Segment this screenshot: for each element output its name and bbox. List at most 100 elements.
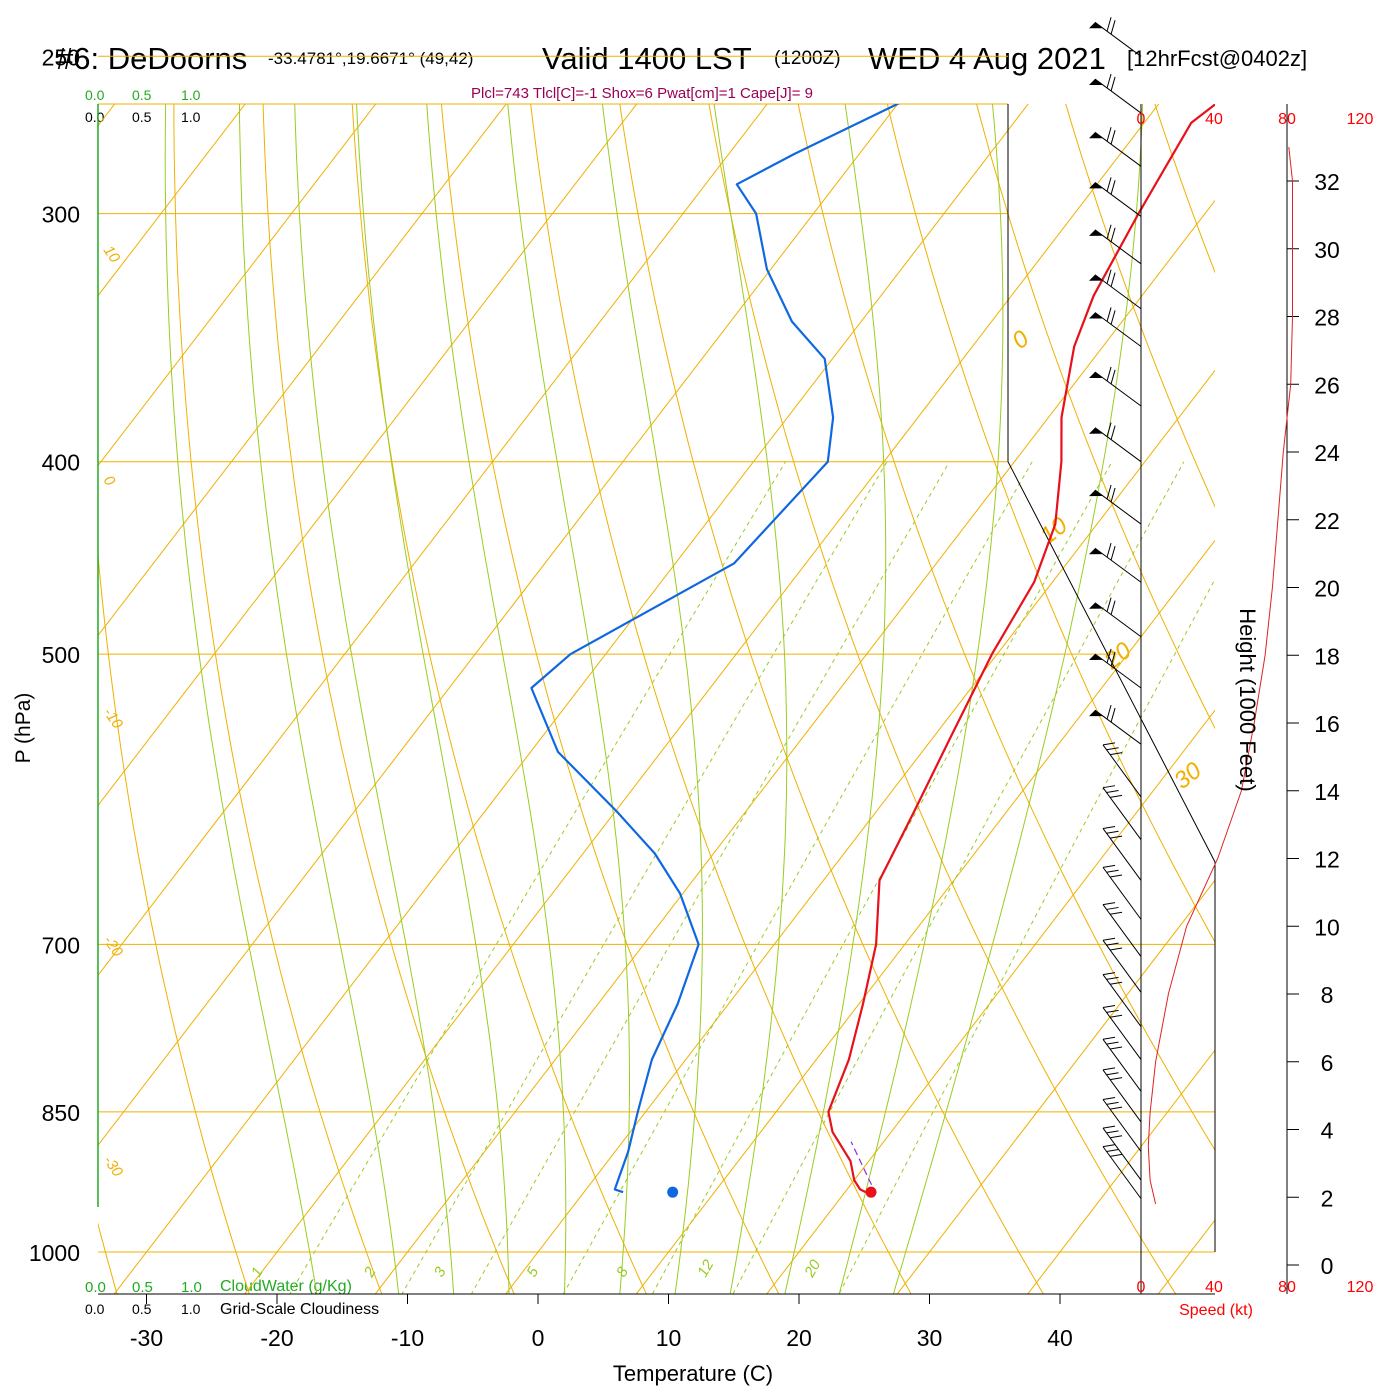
barb-staff bbox=[1102, 744, 1142, 798]
cloudiness-tick: 1.0 bbox=[181, 1301, 201, 1317]
barb-feather bbox=[1106, 177, 1112, 192]
barb-feather bbox=[1110, 272, 1116, 287]
barb-feather bbox=[1106, 976, 1119, 980]
y-axis-title: P (hPa) bbox=[12, 693, 35, 764]
barb-feather bbox=[1109, 874, 1123, 878]
dewpoint-line bbox=[530, 104, 900, 1194]
mixing-ratio-label: 3 bbox=[431, 1264, 450, 1280]
cloud-water-tick: 1.0 bbox=[181, 87, 201, 103]
isotherm-line bbox=[98, 104, 377, 467]
barb-feather bbox=[1109, 911, 1123, 915]
stability-indices: Plcl=743 Tlcl[C]=-1 Shox=6 Pwat[cm]=1 Ca… bbox=[471, 85, 813, 102]
barb-feather bbox=[1106, 1041, 1119, 1045]
barb-feather bbox=[1109, 794, 1123, 798]
wind-barb bbox=[1102, 1067, 1142, 1123]
temperature-tick-label: 30 bbox=[917, 1325, 943, 1351]
barb-staff bbox=[1102, 1069, 1142, 1123]
isotherm-line bbox=[113, 104, 1029, 1294]
mixing-ratio-label: 20 bbox=[801, 1256, 825, 1280]
barb-pennant bbox=[1089, 182, 1104, 189]
wind-barb bbox=[1102, 864, 1142, 920]
barb-feather bbox=[1102, 742, 1116, 746]
height-tick-label: 28 bbox=[1314, 305, 1340, 331]
barb-feather bbox=[1110, 707, 1116, 723]
temperature-tick-label: 0 bbox=[532, 1325, 545, 1351]
barb-feather bbox=[1109, 1153, 1123, 1157]
moist-adiabat-line bbox=[294, 104, 455, 1294]
barb-feather bbox=[1102, 1125, 1116, 1129]
barb-pennant bbox=[1089, 22, 1104, 29]
height-tick-label: 0 bbox=[1321, 1253, 1334, 1279]
height-tick-label: 10 bbox=[1314, 914, 1340, 940]
pressure-tick-label: 300 bbox=[42, 202, 80, 228]
barb-pennant bbox=[1089, 602, 1104, 609]
barb-feather bbox=[1110, 600, 1116, 615]
barb-feather bbox=[1106, 747, 1119, 751]
barb-feather bbox=[1110, 310, 1116, 325]
height-tick-label: 4 bbox=[1321, 1118, 1334, 1144]
barb-feather bbox=[1106, 1072, 1119, 1076]
height-axis-title: Height (1000 Feet) bbox=[1235, 608, 1260, 791]
isotherm-line bbox=[98, 104, 768, 977]
barb-pennant bbox=[1089, 710, 1104, 717]
moist-adiabat-line bbox=[713, 104, 788, 1294]
wind-barb bbox=[1089, 177, 1142, 217]
dry-adiabat-label: 0 bbox=[100, 473, 119, 490]
dry-adiabat-label: 0 bbox=[1007, 325, 1035, 355]
station-title: #6: DeDoorns bbox=[56, 41, 247, 76]
speed-tick-label: 40 bbox=[1205, 1279, 1223, 1296]
barb-staff bbox=[1094, 312, 1142, 347]
speed-tick-label: 0 bbox=[1137, 111, 1146, 128]
dry-adiabat-line bbox=[708, 104, 1177, 1294]
barb-pennant bbox=[1089, 312, 1104, 319]
barb-feather bbox=[1106, 543, 1112, 558]
dry-adiabat-line bbox=[98, 549, 250, 1294]
barb-feather bbox=[1106, 1148, 1119, 1152]
height-tick-label: 16 bbox=[1314, 711, 1340, 737]
barb-feather bbox=[1106, 17, 1112, 32]
wind-barb bbox=[1102, 972, 1142, 1027]
barb-staff bbox=[1094, 274, 1142, 310]
barb-pennant bbox=[1089, 548, 1104, 555]
barb-pennant bbox=[1089, 229, 1104, 236]
barb-staff bbox=[1094, 547, 1142, 583]
dry-adiabat-label: -10 bbox=[100, 705, 127, 733]
dry-adiabat-line bbox=[976, 104, 1215, 730]
dry-adiabat-line bbox=[1065, 104, 1215, 508]
height-tick-label: 8 bbox=[1321, 982, 1334, 1008]
height-tick-label: 24 bbox=[1314, 440, 1340, 466]
barb-feather bbox=[1106, 704, 1112, 720]
speed-tick-label: 40 bbox=[1205, 111, 1223, 128]
barb-feather bbox=[1106, 422, 1112, 437]
wind-barb bbox=[1089, 704, 1142, 745]
barb-feather bbox=[1106, 127, 1112, 142]
barb-feather bbox=[1109, 947, 1123, 951]
barb-feather bbox=[1106, 1101, 1119, 1105]
speed-tick-label: 80 bbox=[1278, 1279, 1296, 1296]
wind-barb bbox=[1089, 597, 1142, 638]
barb-feather bbox=[1106, 484, 1112, 500]
barb-feather bbox=[1106, 906, 1119, 910]
speed-tick-label: 80 bbox=[1278, 111, 1296, 128]
dry-adiabat-line bbox=[440, 104, 780, 1294]
wind-barb bbox=[1102, 742, 1142, 798]
cloud-water-tick: 0.5 bbox=[132, 1279, 153, 1296]
dry-adiabat-line bbox=[173, 104, 383, 1294]
cloudiness-tick: 0.0 bbox=[85, 1301, 105, 1317]
cloudiness-tick: 0.0 bbox=[85, 109, 105, 125]
wind-barb bbox=[1089, 269, 1142, 310]
isotherm-line bbox=[896, 879, 1215, 1294]
parcel-line bbox=[850, 1141, 873, 1186]
forecast-label: [12hrFcst@0402z] bbox=[1127, 46, 1307, 71]
barb-feather bbox=[1106, 1009, 1119, 1013]
barb-staff bbox=[1102, 904, 1142, 957]
barb-staff bbox=[1094, 131, 1142, 167]
barb-staff bbox=[1102, 1146, 1142, 1199]
barb-feather bbox=[1110, 20, 1116, 35]
wind-barbs bbox=[1089, 17, 1142, 1294]
barb-feather bbox=[1109, 1135, 1123, 1139]
height-tick-label: 32 bbox=[1314, 169, 1340, 195]
cloud-water-label: CloudWater (g/Kg) bbox=[220, 1278, 352, 1295]
